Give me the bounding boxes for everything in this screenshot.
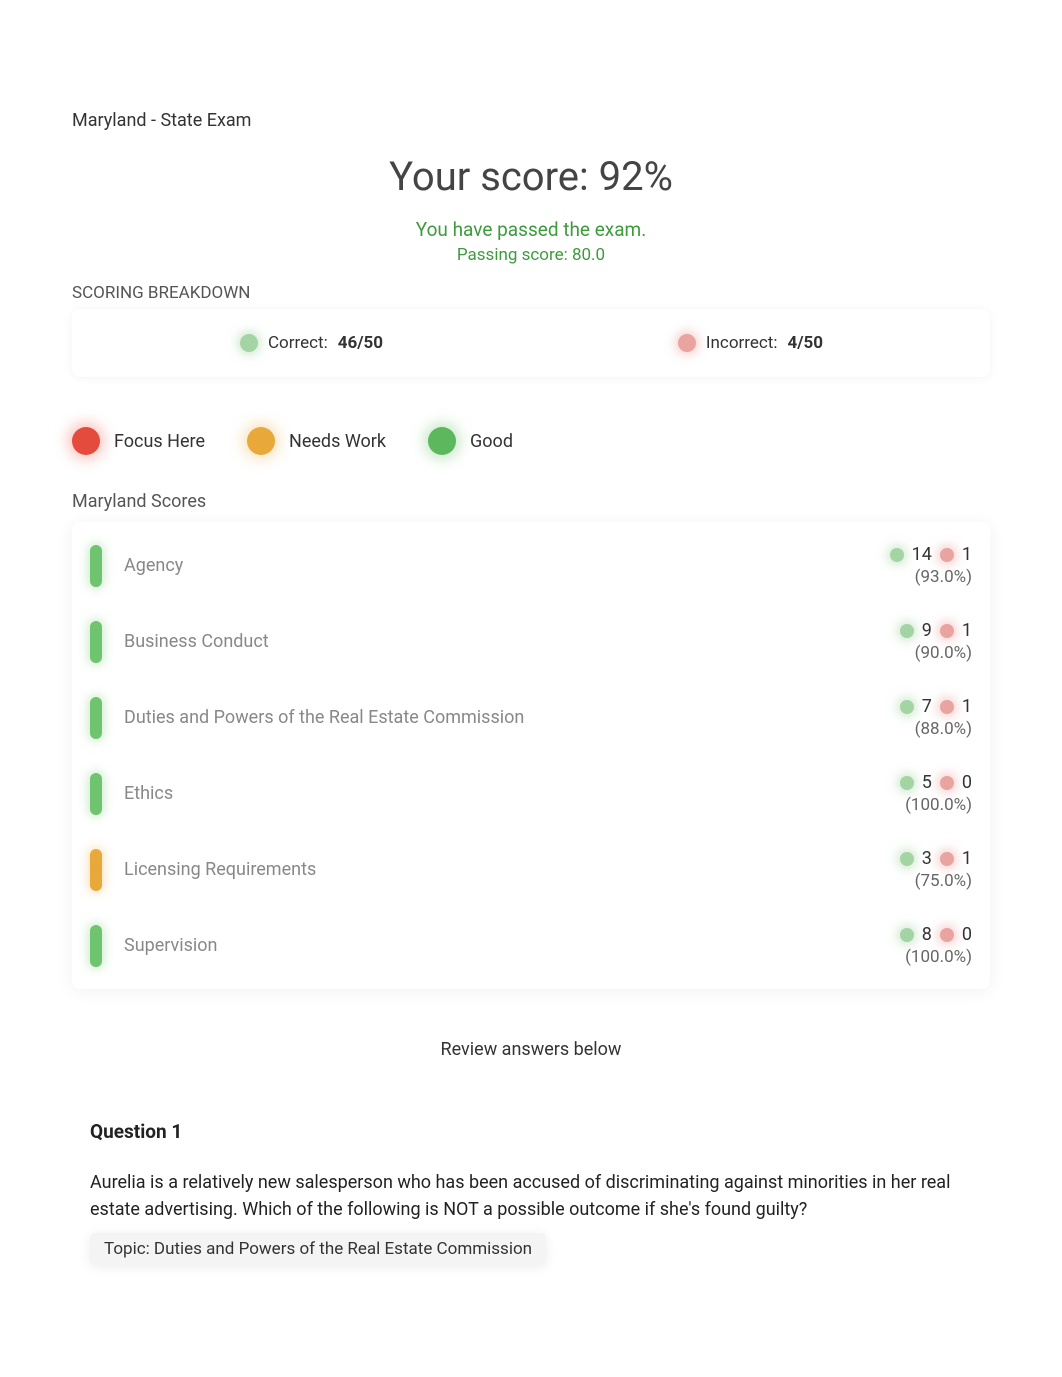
topic-incorrect: 0 bbox=[962, 924, 972, 945]
topic-stats: 8 0 (100.0%) bbox=[772, 924, 972, 967]
incorrect-dot-icon bbox=[940, 928, 954, 942]
correct-summary: Correct: 46/50 bbox=[92, 333, 531, 353]
legend-good: Good bbox=[428, 427, 513, 455]
topic-pct: (75.0%) bbox=[772, 871, 972, 891]
topic-stats: 7 1 (88.0%) bbox=[772, 696, 972, 739]
topic-pct: (90.0%) bbox=[772, 643, 972, 663]
incorrect-dot-icon bbox=[940, 548, 954, 562]
topic-stats: 3 1 (75.0%) bbox=[772, 848, 972, 891]
correct-dot-icon bbox=[900, 624, 914, 638]
topic-correct: 9 bbox=[922, 620, 932, 641]
incorrect-value: 4/50 bbox=[787, 333, 823, 353]
topic-stats: 14 1 (93.0%) bbox=[772, 544, 972, 587]
needs-dot-icon bbox=[247, 427, 275, 455]
topic-pct: (93.0%) bbox=[772, 567, 972, 587]
incorrect-summary: Incorrect: 4/50 bbox=[531, 333, 970, 353]
topic-row[interactable]: Business Conduct 9 1 (90.0%) bbox=[90, 603, 972, 679]
legend-focus-label: Focus Here bbox=[114, 431, 205, 452]
focus-dot-icon bbox=[72, 427, 100, 455]
legend-needs-label: Needs Work bbox=[289, 431, 386, 452]
topic-name: Agency bbox=[124, 555, 772, 576]
question-block: Question 1 Aurelia is a relatively new s… bbox=[72, 1120, 990, 1265]
question-title: Question 1 bbox=[90, 1120, 972, 1143]
topic-incorrect: 1 bbox=[962, 696, 972, 717]
status-pill-icon bbox=[90, 697, 102, 739]
score-value: Your score: 92% bbox=[72, 153, 990, 200]
incorrect-dot-icon bbox=[940, 776, 954, 790]
topic-name: Business Conduct bbox=[124, 631, 772, 652]
incorrect-dot-icon bbox=[940, 852, 954, 866]
section-title: Maryland Scores bbox=[72, 491, 990, 512]
topic-incorrect: 0 bbox=[962, 772, 972, 793]
topic-correct: 3 bbox=[922, 848, 932, 869]
question-text: Aurelia is a relatively new salesperson … bbox=[90, 1169, 972, 1223]
status-pill-icon bbox=[90, 545, 102, 587]
topic-correct: 7 bbox=[922, 696, 932, 717]
topic-chip: Topic: Duties and Powers of the Real Est… bbox=[90, 1233, 546, 1265]
topic-pct: (88.0%) bbox=[772, 719, 972, 739]
topics-card: Agency 14 1 (93.0%) Business Conduct 9 bbox=[72, 522, 990, 989]
correct-dot-icon bbox=[240, 334, 258, 352]
review-label: Review answers below bbox=[72, 1039, 990, 1060]
topic-incorrect: 1 bbox=[962, 848, 972, 869]
status-pill-icon bbox=[90, 925, 102, 967]
incorrect-dot-icon bbox=[940, 700, 954, 714]
incorrect-dot-icon bbox=[940, 624, 954, 638]
correct-dot-icon bbox=[890, 548, 904, 562]
topic-name: Licensing Requirements bbox=[124, 859, 772, 880]
correct-dot-icon bbox=[900, 852, 914, 866]
topic-name: Ethics bbox=[124, 783, 772, 804]
topic-row[interactable]: Licensing Requirements 3 1 (75.0%) bbox=[90, 831, 972, 907]
topic-incorrect: 1 bbox=[962, 544, 972, 565]
correct-dot-icon bbox=[900, 928, 914, 942]
correct-dot-icon bbox=[900, 776, 914, 790]
correct-label: Correct: bbox=[268, 333, 328, 353]
topic-row[interactable]: Supervision 8 0 (100.0%) bbox=[90, 907, 972, 983]
topic-row[interactable]: Agency 14 1 (93.0%) bbox=[90, 528, 972, 603]
good-dot-icon bbox=[428, 427, 456, 455]
correct-dot-icon bbox=[900, 700, 914, 714]
topic-correct: 8 bbox=[922, 924, 932, 945]
topic-stats: 9 1 (90.0%) bbox=[772, 620, 972, 663]
incorrect-dot-icon bbox=[678, 334, 696, 352]
topic-correct: 5 bbox=[922, 772, 932, 793]
status-pill-icon bbox=[90, 849, 102, 891]
status-pill-icon bbox=[90, 621, 102, 663]
pass-message: You have passed the exam. bbox=[72, 218, 990, 241]
legend-needs: Needs Work bbox=[247, 427, 386, 455]
exam-title: Maryland - State Exam bbox=[72, 110, 990, 131]
incorrect-label: Incorrect: bbox=[706, 333, 778, 353]
legend: Focus Here Needs Work Good bbox=[72, 427, 990, 455]
topic-correct: 14 bbox=[912, 544, 932, 565]
legend-focus: Focus Here bbox=[72, 427, 205, 455]
breakdown-card: Correct: 46/50 Incorrect: 4/50 bbox=[72, 309, 990, 377]
status-pill-icon bbox=[90, 773, 102, 815]
topic-name: Duties and Powers of the Real Estate Com… bbox=[124, 707, 772, 728]
topic-incorrect: 1 bbox=[962, 620, 972, 641]
topic-row[interactable]: Ethics 5 0 (100.0%) bbox=[90, 755, 972, 831]
topic-name: Supervision bbox=[124, 935, 772, 956]
breakdown-label: SCORING BREAKDOWN bbox=[72, 283, 990, 303]
topic-pct: (100.0%) bbox=[772, 947, 972, 967]
topic-pct: (100.0%) bbox=[772, 795, 972, 815]
passing-score: Passing score: 80.0 bbox=[72, 245, 990, 265]
topic-stats: 5 0 (100.0%) bbox=[772, 772, 972, 815]
legend-good-label: Good bbox=[470, 431, 513, 452]
topic-row[interactable]: Duties and Powers of the Real Estate Com… bbox=[90, 679, 972, 755]
correct-value: 46/50 bbox=[338, 333, 383, 353]
